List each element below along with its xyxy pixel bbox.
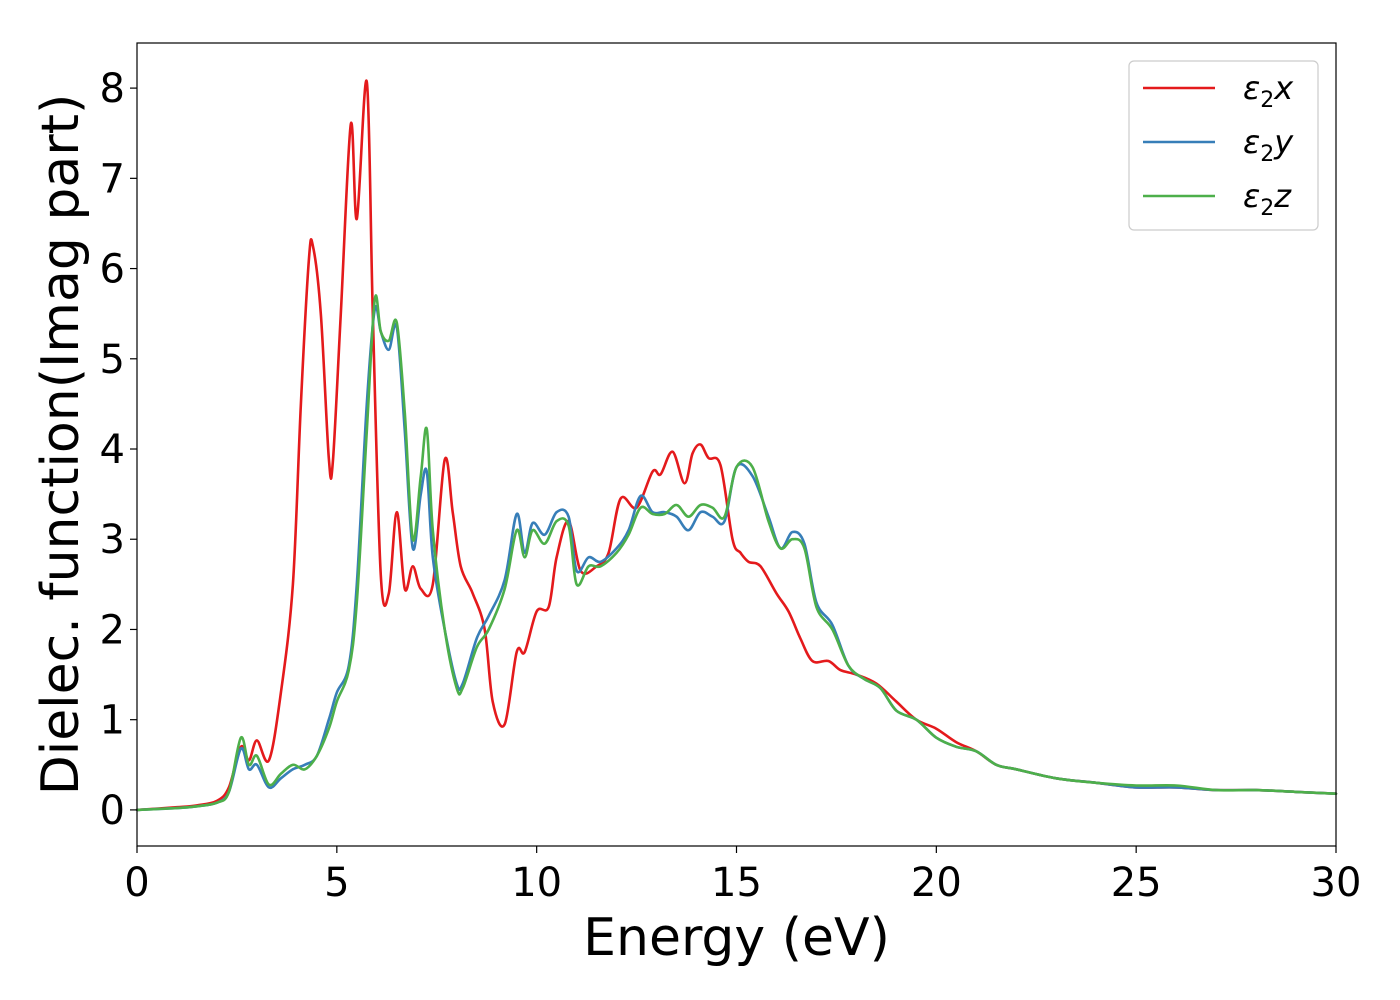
x-axis-title: Energy (eV) xyxy=(583,908,890,968)
x-tick-label: 25 xyxy=(1111,860,1162,906)
legend-label-subscript: 2 xyxy=(1260,142,1274,167)
y-tick-label: 0 xyxy=(100,788,125,834)
legend-box xyxy=(1128,60,1319,231)
y-tick-label: 3 xyxy=(100,517,125,563)
legend-label-y: ε2y xyxy=(1243,123,1294,167)
x-tick-label: 15 xyxy=(711,860,762,906)
plot-lines xyxy=(135,79,1338,812)
y-tick-label: 7 xyxy=(100,156,125,202)
legend-label-x: ε2x xyxy=(1243,69,1294,113)
y-tick-label: 4 xyxy=(100,427,125,473)
y-axis-title: Dielec. function(Imag part) xyxy=(31,94,91,796)
x-tick-label: 20 xyxy=(911,860,962,906)
y-tick-label: 5 xyxy=(100,337,125,383)
y-tick-label: 6 xyxy=(100,247,125,293)
legend-label-subscript: 2 xyxy=(1260,88,1274,113)
x-tick-label: 0 xyxy=(124,860,149,906)
legend-label-subscript: 2 xyxy=(1260,196,1274,221)
legend-label-suffix: x xyxy=(1273,69,1294,107)
y-axis: 0 1 2 3 4 5 6 7 8 xyxy=(100,66,137,834)
legend-label-base: ε xyxy=(1243,69,1260,107)
legend-label-base: ε xyxy=(1243,177,1260,215)
series-line-z xyxy=(135,294,1338,812)
y-tick-label: 2 xyxy=(100,607,125,653)
x-axis: 0 5 10 15 20 25 30 xyxy=(124,846,1361,906)
x-tick-label: 30 xyxy=(1311,860,1362,906)
legend-label-suffix: y xyxy=(1273,123,1294,161)
legend-label-base: ε xyxy=(1243,123,1260,161)
x-tick-label: 5 xyxy=(324,860,349,906)
x-tick-label: 10 xyxy=(511,860,562,906)
y-tick-label: 1 xyxy=(100,698,125,744)
legend-label-z: ε2z xyxy=(1243,177,1292,221)
y-tick-label: 8 xyxy=(100,66,125,112)
legend-label-suffix: z xyxy=(1273,177,1292,215)
